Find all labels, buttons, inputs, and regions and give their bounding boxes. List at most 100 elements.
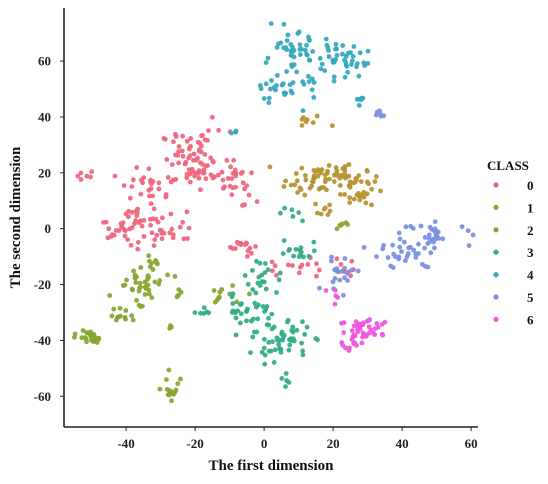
data-point xyxy=(136,288,142,294)
data-point xyxy=(274,290,279,295)
data-point xyxy=(210,175,216,181)
data-point xyxy=(287,337,292,343)
data-point xyxy=(142,284,148,290)
data-point xyxy=(122,282,128,288)
data-point xyxy=(280,81,286,86)
data-point xyxy=(290,80,296,86)
data-point xyxy=(176,160,182,166)
data-point xyxy=(202,152,208,157)
x-axis-title: The first dimension xyxy=(208,458,334,474)
data-point xyxy=(257,283,263,288)
data-point xyxy=(379,331,385,337)
data-point xyxy=(291,62,297,68)
legend-label-4: 4 xyxy=(527,268,534,283)
data-point xyxy=(252,300,258,306)
data-point xyxy=(407,244,413,250)
data-point xyxy=(371,330,376,336)
data-point xyxy=(343,220,349,226)
data-point xyxy=(135,206,141,212)
data-point xyxy=(317,285,322,291)
data-point xyxy=(225,176,231,181)
data-point xyxy=(413,251,419,256)
data-point xyxy=(397,236,403,242)
data-point xyxy=(303,173,308,178)
data-point xyxy=(374,174,379,179)
data-point xyxy=(282,205,287,211)
data-point xyxy=(176,144,182,149)
y-tick-label: -60 xyxy=(34,389,51,404)
data-point xyxy=(189,166,195,172)
data-point xyxy=(184,138,190,144)
data-point xyxy=(121,227,127,232)
data-point xyxy=(377,108,382,114)
legend-marker-0 xyxy=(493,182,499,188)
data-point xyxy=(436,236,441,241)
data-point xyxy=(84,173,90,179)
data-point xyxy=(300,319,305,325)
data-point xyxy=(356,97,361,102)
data-point xyxy=(148,201,154,207)
data-point xyxy=(294,178,300,184)
data-point xyxy=(186,155,192,161)
data-point xyxy=(203,176,209,182)
data-point xyxy=(314,273,319,279)
data-point xyxy=(209,114,215,120)
data-point xyxy=(334,173,340,178)
data-point xyxy=(310,120,316,125)
data-point xyxy=(75,173,81,179)
data-point xyxy=(342,74,348,80)
data-point xyxy=(229,176,235,182)
data-point xyxy=(118,221,124,227)
data-point xyxy=(369,186,374,192)
data-point xyxy=(349,62,354,67)
data-point xyxy=(404,254,410,259)
data-point xyxy=(307,57,313,63)
data-point xyxy=(363,200,369,206)
data-point xyxy=(318,211,324,217)
data-point xyxy=(269,326,275,332)
data-point xyxy=(286,347,292,353)
data-point xyxy=(116,228,122,234)
data-point xyxy=(138,191,144,197)
data-point xyxy=(89,169,95,175)
data-point xyxy=(340,221,345,227)
data-point xyxy=(230,301,236,306)
data-point xyxy=(229,192,235,198)
data-point xyxy=(180,133,186,139)
data-point xyxy=(198,310,203,316)
series-3-points xyxy=(192,205,320,389)
data-point xyxy=(367,317,372,322)
data-point xyxy=(422,263,428,269)
data-point xyxy=(297,42,303,48)
data-point xyxy=(319,185,324,191)
data-point xyxy=(388,263,394,269)
data-point xyxy=(340,51,345,57)
data-point xyxy=(131,268,137,274)
data-point xyxy=(318,168,324,173)
data-point xyxy=(146,287,152,293)
data-point xyxy=(153,258,159,264)
data-point xyxy=(304,324,310,330)
data-point xyxy=(296,210,302,216)
data-point xyxy=(289,90,295,96)
data-point xyxy=(310,49,316,54)
data-point xyxy=(331,78,337,84)
data-point xyxy=(269,78,274,83)
data-point xyxy=(88,174,93,180)
data-point xyxy=(150,216,156,222)
data-point xyxy=(240,180,246,186)
data-point xyxy=(298,252,303,258)
data-point xyxy=(182,161,188,167)
data-point xyxy=(354,64,359,70)
data-point xyxy=(279,329,285,335)
data-point xyxy=(233,246,238,251)
data-point xyxy=(173,177,179,182)
data-point xyxy=(173,131,178,137)
data-point xyxy=(311,80,317,85)
data-point xyxy=(216,172,221,178)
data-point xyxy=(322,179,328,185)
data-point xyxy=(276,41,281,47)
data-point xyxy=(350,53,356,59)
data-point xyxy=(262,352,268,358)
data-point xyxy=(281,238,287,244)
